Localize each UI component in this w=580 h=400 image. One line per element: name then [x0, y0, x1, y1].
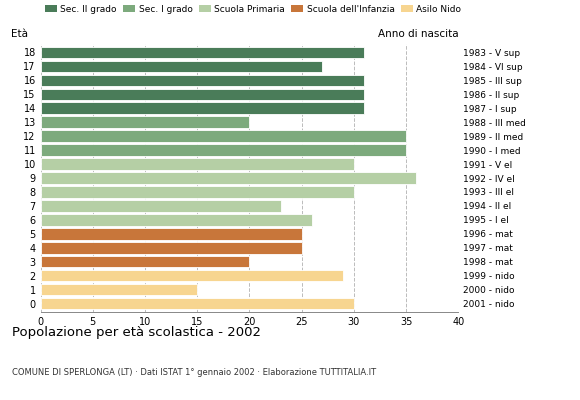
Bar — [41, 74, 364, 86]
Bar — [41, 270, 343, 282]
Bar — [41, 256, 249, 268]
Text: Età: Età — [12, 29, 28, 39]
Bar — [41, 144, 406, 156]
Bar — [41, 242, 302, 254]
Bar — [41, 284, 197, 295]
Legend: Sec. II grado, Sec. I grado, Scuola Primaria, Scuola dell'Infanzia, Asilo Nido: Sec. II grado, Sec. I grado, Scuola Prim… — [45, 4, 461, 14]
Bar — [41, 214, 312, 226]
Bar — [41, 130, 406, 142]
Bar — [41, 116, 249, 128]
Bar — [41, 186, 354, 198]
Text: Anno di nascita: Anno di nascita — [378, 29, 458, 39]
Bar — [41, 228, 302, 240]
Bar — [41, 200, 281, 212]
Bar — [41, 88, 364, 100]
Bar — [41, 158, 354, 170]
Bar — [41, 61, 322, 72]
Bar — [41, 102, 364, 114]
Bar — [41, 172, 416, 184]
Text: Popolazione per età scolastica - 2002: Popolazione per età scolastica - 2002 — [12, 326, 260, 339]
Text: COMUNE DI SPERLONGA (LT) · Dati ISTAT 1° gennaio 2002 · Elaborazione TUTTITALIA.: COMUNE DI SPERLONGA (LT) · Dati ISTAT 1°… — [12, 368, 376, 377]
Bar — [41, 298, 354, 309]
Bar — [41, 47, 364, 58]
